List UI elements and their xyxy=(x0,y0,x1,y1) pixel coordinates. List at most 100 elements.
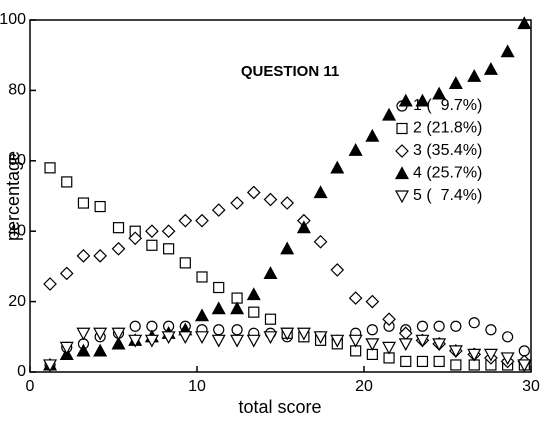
point xyxy=(382,107,397,121)
point xyxy=(161,331,176,345)
point xyxy=(365,128,380,142)
point xyxy=(296,220,311,234)
point xyxy=(246,334,261,348)
point xyxy=(144,334,159,348)
point xyxy=(432,86,447,100)
point xyxy=(416,320,429,332)
point xyxy=(313,331,328,345)
point xyxy=(467,348,482,362)
point xyxy=(330,334,345,348)
point xyxy=(502,331,514,343)
point xyxy=(111,336,126,350)
point xyxy=(468,317,480,329)
point xyxy=(77,197,90,209)
point xyxy=(248,306,260,318)
point xyxy=(500,44,515,58)
point xyxy=(448,345,463,359)
point xyxy=(450,359,462,371)
point xyxy=(211,334,226,348)
point xyxy=(111,241,126,256)
point xyxy=(195,213,209,228)
x-tick-label: 20 xyxy=(355,378,373,395)
point xyxy=(178,213,193,228)
point xyxy=(94,200,106,213)
point xyxy=(263,266,278,280)
point xyxy=(416,355,429,368)
point xyxy=(163,243,175,255)
point xyxy=(129,320,141,332)
y-tick-label: 40 xyxy=(8,222,26,239)
x-tick-label: 10 xyxy=(188,378,206,395)
point xyxy=(76,327,91,341)
point xyxy=(178,331,193,345)
point xyxy=(194,308,210,322)
point xyxy=(76,248,91,263)
legend-marker xyxy=(394,166,410,180)
point xyxy=(280,196,295,210)
point xyxy=(112,222,125,234)
point xyxy=(211,203,226,217)
plot-frame xyxy=(29,19,532,373)
point xyxy=(145,224,159,239)
point xyxy=(280,327,295,341)
legend-marker xyxy=(395,144,409,158)
point xyxy=(246,185,261,200)
legend-label: 2 (21.8%) xyxy=(413,120,482,137)
point xyxy=(280,241,295,255)
point xyxy=(398,338,413,352)
x-tick-label: 30 xyxy=(522,378,540,395)
y-tick-label: 80 xyxy=(8,82,26,99)
point xyxy=(128,231,143,246)
point xyxy=(43,277,57,291)
point xyxy=(196,271,208,283)
point xyxy=(365,294,380,309)
legend-label: 4 (25.7%) xyxy=(413,165,482,182)
point xyxy=(483,62,498,75)
x-tick-label: 0 xyxy=(26,378,35,395)
point xyxy=(517,16,532,30)
y-tick-label: 100 xyxy=(0,11,26,28)
point xyxy=(44,162,56,174)
annotation: QUESTION 11 xyxy=(241,63,339,80)
point xyxy=(264,313,277,325)
point xyxy=(246,287,261,301)
point xyxy=(348,334,363,348)
point xyxy=(59,266,74,281)
point xyxy=(93,327,108,341)
point xyxy=(179,257,191,269)
point xyxy=(43,359,58,373)
point xyxy=(61,176,73,188)
point xyxy=(382,341,397,355)
point xyxy=(128,334,143,348)
legend-marker xyxy=(394,190,410,204)
point xyxy=(230,334,245,348)
point xyxy=(213,324,225,336)
point xyxy=(485,324,497,336)
point xyxy=(296,327,311,341)
point xyxy=(433,355,445,368)
legend-label: 5 ( 7.4%) xyxy=(413,187,482,204)
point xyxy=(313,234,328,249)
point xyxy=(263,331,278,345)
point xyxy=(93,343,108,357)
point xyxy=(313,185,328,199)
point xyxy=(400,355,412,368)
point xyxy=(415,334,430,348)
point xyxy=(194,331,210,345)
legend-label: 3 (35.4%) xyxy=(413,142,482,159)
point xyxy=(263,192,278,207)
x-axis-label: total score xyxy=(238,397,321,417)
point xyxy=(398,93,413,107)
point xyxy=(76,343,91,357)
point xyxy=(518,345,530,357)
point xyxy=(432,338,447,352)
point xyxy=(213,281,225,294)
point xyxy=(366,324,378,336)
point xyxy=(415,93,430,107)
point xyxy=(161,224,176,239)
legend-marker xyxy=(396,122,408,135)
point xyxy=(93,248,107,263)
point xyxy=(348,142,363,156)
point xyxy=(146,239,158,251)
point xyxy=(59,341,74,355)
